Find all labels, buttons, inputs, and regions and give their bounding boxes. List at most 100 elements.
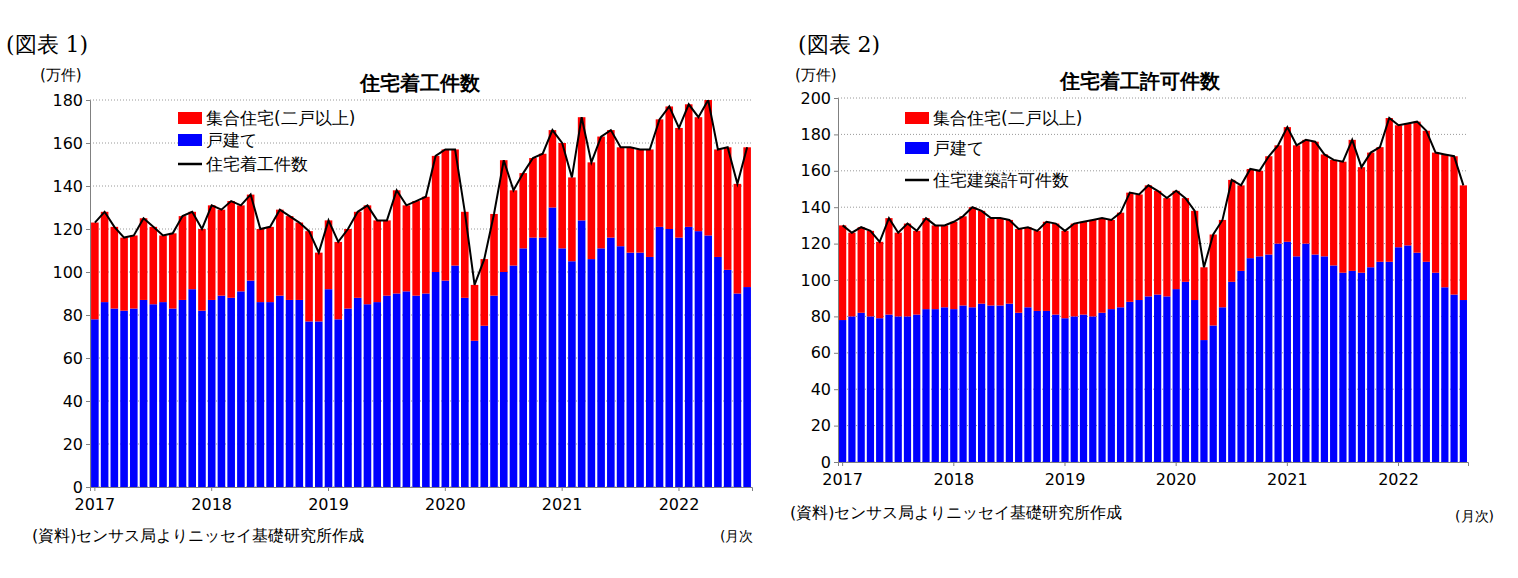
bar bbox=[1441, 154, 1448, 287]
bar bbox=[149, 227, 157, 304]
bar bbox=[237, 291, 245, 487]
bar bbox=[997, 218, 1004, 305]
bar bbox=[461, 298, 469, 487]
bar bbox=[1413, 122, 1420, 253]
bar bbox=[1265, 156, 1272, 254]
x-tick-label: 2017 bbox=[822, 470, 863, 489]
bar bbox=[1006, 220, 1013, 304]
bar bbox=[1043, 311, 1050, 462]
bar bbox=[432, 156, 440, 272]
legend: 集合住宅(二戸以上)戸建て住宅建築許可件数 bbox=[905, 108, 1082, 190]
bar bbox=[588, 162, 596, 259]
bar bbox=[305, 321, 313, 487]
bar bbox=[1108, 220, 1115, 309]
bar bbox=[1080, 315, 1087, 462]
y-tick: 140 bbox=[800, 198, 838, 217]
bar bbox=[1182, 282, 1189, 462]
legend-swatch bbox=[178, 163, 202, 166]
bar bbox=[1237, 271, 1244, 462]
bar-series bbox=[839, 118, 1467, 340]
y-tick: 20 bbox=[811, 416, 838, 435]
y-tick-mark bbox=[834, 462, 838, 463]
bar bbox=[636, 149, 644, 252]
bar bbox=[1404, 245, 1411, 462]
y-tick-label: 40 bbox=[63, 392, 83, 411]
bar bbox=[932, 309, 939, 462]
grid-line bbox=[838, 134, 1468, 135]
bar bbox=[959, 305, 966, 462]
bar bbox=[1145, 296, 1152, 462]
bar bbox=[1135, 194, 1142, 300]
bar bbox=[1126, 302, 1133, 462]
bar bbox=[393, 294, 401, 488]
bar bbox=[1117, 307, 1124, 462]
y-tick: 180 bbox=[800, 125, 838, 144]
bar bbox=[950, 309, 957, 462]
bar bbox=[286, 300, 294, 487]
bar bbox=[1432, 273, 1439, 462]
bar bbox=[1321, 154, 1328, 256]
bar bbox=[1293, 256, 1300, 462]
bar bbox=[354, 212, 362, 298]
bar bbox=[617, 246, 625, 487]
bar bbox=[1015, 313, 1022, 462]
bar bbox=[913, 231, 920, 315]
bar bbox=[695, 117, 703, 231]
x-tick: 2018 bbox=[191, 487, 232, 514]
bar bbox=[1293, 145, 1300, 256]
bar bbox=[885, 315, 892, 462]
y-tick-label: 120 bbox=[52, 220, 83, 239]
bar bbox=[1256, 171, 1263, 257]
bar bbox=[111, 227, 119, 309]
x-tick: 2018 bbox=[933, 462, 974, 489]
bar bbox=[876, 318, 883, 462]
bar bbox=[1312, 142, 1319, 255]
bar bbox=[257, 302, 265, 487]
bar bbox=[1154, 191, 1161, 295]
bar bbox=[1367, 153, 1374, 268]
y-tick-mark bbox=[86, 315, 90, 316]
y-tick-mark bbox=[86, 401, 90, 402]
y-tick: 120 bbox=[52, 220, 90, 239]
y-tick: 40 bbox=[63, 392, 90, 411]
bar bbox=[480, 326, 488, 487]
bar bbox=[257, 229, 265, 302]
y-tick-mark bbox=[834, 244, 838, 245]
bar bbox=[1191, 300, 1198, 462]
y-tick-mark bbox=[834, 98, 838, 99]
bar bbox=[1321, 256, 1328, 462]
bar bbox=[442, 149, 450, 280]
y-tick-mark bbox=[86, 100, 90, 101]
bar bbox=[1358, 273, 1365, 462]
bar bbox=[848, 316, 855, 462]
bar bbox=[1237, 185, 1244, 271]
legend: 集合住宅(二戸以上)戸建て住宅着工件数 bbox=[178, 108, 355, 174]
plot-area bbox=[91, 100, 751, 487]
bar bbox=[597, 137, 605, 249]
bar bbox=[1163, 198, 1170, 296]
x-axis-unit: (月次) bbox=[1455, 508, 1494, 524]
x-tick-label: 2017 bbox=[75, 495, 116, 514]
x-tick-label: 2019 bbox=[308, 495, 349, 514]
bar bbox=[529, 158, 537, 238]
y-tick: 80 bbox=[811, 307, 838, 326]
bar bbox=[101, 302, 109, 487]
bar bbox=[997, 305, 1004, 462]
bar bbox=[286, 216, 294, 300]
bar bbox=[1386, 262, 1393, 462]
y-tick-label: 80 bbox=[811, 307, 831, 326]
bar bbox=[1052, 224, 1059, 315]
x-tick-mark bbox=[211, 487, 212, 491]
y-tick-label: 140 bbox=[52, 177, 83, 196]
bar bbox=[1145, 185, 1152, 296]
bar bbox=[978, 211, 985, 304]
source-note: (資料)センサス局よりニッセイ基礎研究所作成 bbox=[32, 526, 364, 545]
figure-label: (図表 2) bbox=[798, 32, 880, 57]
legend-swatch bbox=[905, 142, 929, 154]
bar bbox=[432, 272, 440, 487]
bar bbox=[636, 253, 644, 487]
legend-label: 戸建て bbox=[933, 138, 984, 158]
y-tick-label: 160 bbox=[800, 161, 831, 180]
bar bbox=[1043, 222, 1050, 311]
bar bbox=[1450, 156, 1457, 294]
